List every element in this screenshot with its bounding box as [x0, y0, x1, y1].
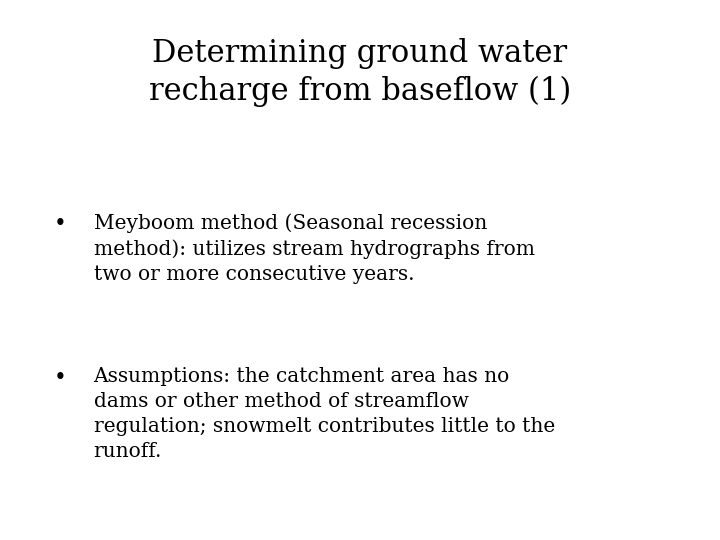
- Text: •: •: [54, 367, 67, 389]
- Text: •: •: [54, 213, 67, 235]
- Text: Meyboom method (Seasonal recession
method): utilizes stream hydrographs from
two: Meyboom method (Seasonal recession metho…: [94, 213, 534, 284]
- Text: Determining ground water
recharge from baseflow (1): Determining ground water recharge from b…: [149, 38, 571, 107]
- Text: Assumptions: the catchment area has no
dams or other method of streamflow
regula: Assumptions: the catchment area has no d…: [94, 367, 555, 461]
